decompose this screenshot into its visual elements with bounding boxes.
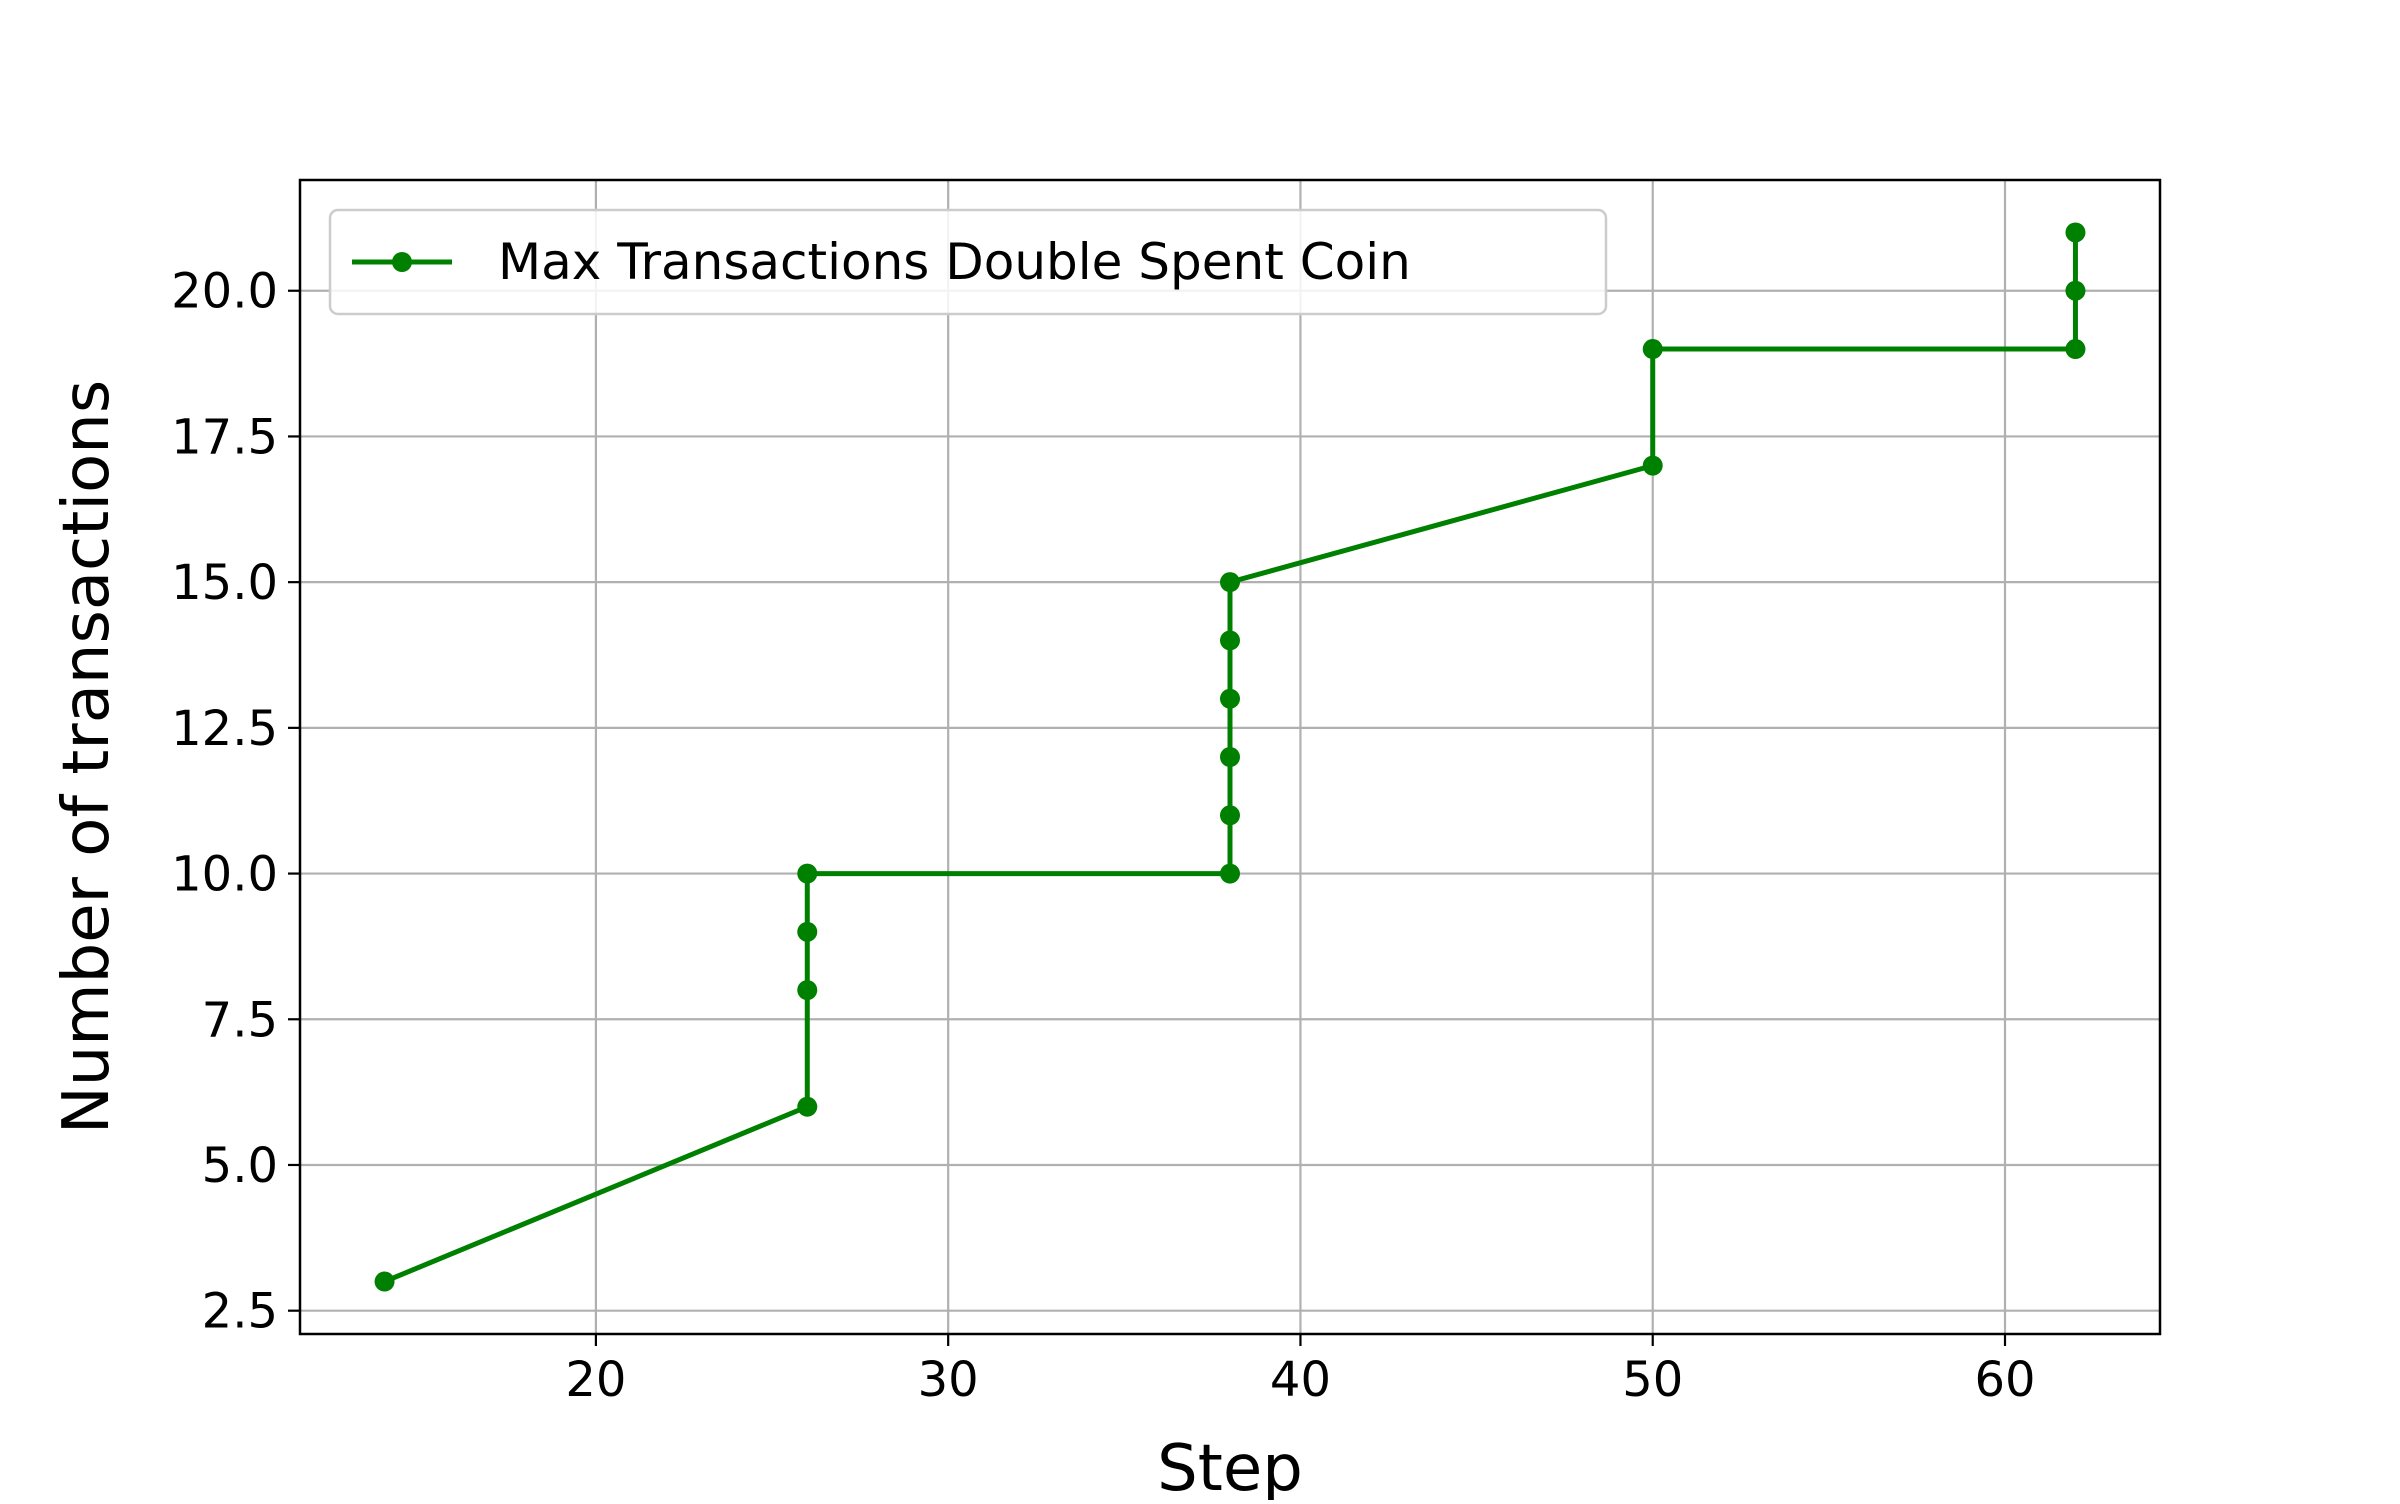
- legend-box: [328, 208, 1608, 316]
- y-axis-label: Number of transactions: [50, 380, 124, 1134]
- data-point: [2065, 339, 2086, 360]
- legend-marker: [392, 252, 412, 272]
- data-point: [1220, 747, 1240, 767]
- data-point: [1220, 630, 1240, 651]
- data-point: [797, 1096, 818, 1117]
- x-tick-label: 50: [1622, 1352, 1683, 1408]
- y-tick-label: 10.0: [171, 847, 278, 903]
- data-point: [1220, 688, 1240, 709]
- data-point: [1642, 455, 1663, 476]
- series-layer: [374, 222, 2086, 1292]
- plot-frame: [298, 178, 2162, 1336]
- legend-label: Max Transactions Double Spent Coin: [498, 233, 1411, 291]
- data-point: [1220, 572, 1240, 593]
- legend: Max Transactions Double Spent Coin: [328, 208, 1608, 316]
- y-axis: 2.5 5.0 7.5 10.0 12.5 15.0 17.5 20.0: [171, 264, 300, 1340]
- data-point: [1220, 805, 1240, 826]
- y-tick-label: 20.0: [171, 264, 278, 320]
- y-tick-label: 5.0: [202, 1138, 278, 1194]
- y-tick-label: 7.5: [202, 992, 278, 1048]
- data-point: [1642, 339, 1663, 360]
- x-tick-label: 40: [1270, 1352, 1331, 1408]
- y-tick-label: 2.5: [202, 1284, 278, 1340]
- x-tick-label: 20: [565, 1352, 626, 1408]
- x-axis: 20 30 40 50 60: [565, 1334, 2036, 1408]
- y-tick-label: 12.5: [171, 701, 278, 757]
- data-point: [797, 863, 818, 884]
- y-tick-label: 15.0: [171, 555, 278, 611]
- data-point: [2065, 222, 2086, 243]
- x-axis-label: Step: [1157, 1432, 1303, 1500]
- data-point: [797, 980, 818, 1001]
- y-tick-label: 17.5: [171, 409, 278, 465]
- data-point: [797, 921, 818, 942]
- x-tick-label: 30: [918, 1352, 979, 1408]
- data-point: [374, 1271, 395, 1292]
- x-tick-label: 60: [1974, 1352, 2035, 1408]
- data-point: [1220, 863, 1240, 884]
- series-line: [382, 229, 2078, 1285]
- data-point: [2065, 280, 2086, 301]
